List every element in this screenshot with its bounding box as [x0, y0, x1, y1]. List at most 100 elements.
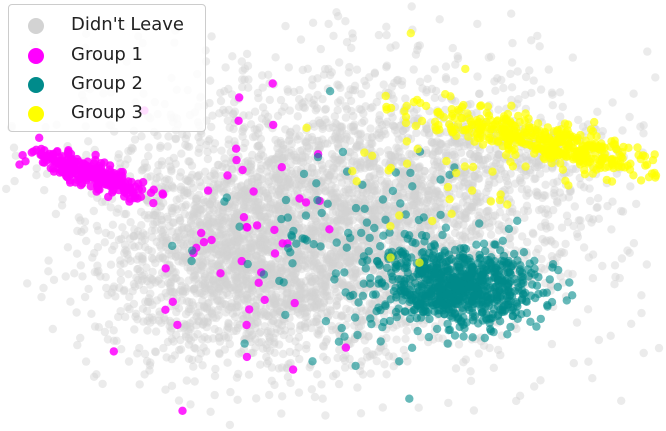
scatter-point — [344, 194, 353, 203]
scatter-point — [301, 294, 310, 303]
scatter-point — [308, 75, 317, 84]
scatter-point — [508, 38, 517, 48]
scatter-point — [466, 376, 476, 386]
scatter-point — [255, 211, 264, 221]
scatter-point — [257, 114, 267, 123]
scatter-point — [144, 211, 153, 220]
scatter-point — [168, 297, 177, 306]
scatter-point — [225, 247, 234, 256]
scatter-point — [225, 220, 234, 229]
scatter-point — [253, 210, 262, 220]
scatter-point — [142, 356, 152, 366]
scatter-point — [257, 175, 266, 184]
scatter-point — [253, 318, 262, 327]
scatter-point — [190, 201, 199, 210]
scatter-point — [191, 344, 200, 353]
scatter-point — [118, 223, 127, 232]
scatter-point — [102, 180, 111, 189]
scatter-point — [252, 221, 262, 230]
scatter-point — [225, 420, 235, 430]
scatter-point — [312, 312, 322, 321]
scatter-point — [197, 266, 206, 275]
scatter-point — [218, 162, 227, 171]
scatter-point — [162, 236, 171, 246]
scatter-point — [267, 280, 276, 290]
scatter-point — [163, 142, 172, 151]
scatter-point — [307, 385, 316, 394]
scatter-point — [347, 158, 356, 167]
scatter-point — [246, 246, 256, 255]
scatter-point — [522, 191, 531, 200]
scatter-point — [450, 150, 459, 159]
scatter-point — [133, 265, 142, 274]
scatter-point — [179, 223, 189, 232]
scatter-point — [352, 65, 362, 74]
scatter-point — [124, 254, 133, 263]
scatter-point — [146, 274, 155, 283]
scatter-point — [243, 295, 252, 304]
scatter-point — [372, 186, 382, 195]
scatter-point — [238, 271, 247, 280]
scatter-point — [215, 285, 224, 294]
scatter-point — [224, 140, 233, 149]
scatter-point — [231, 245, 240, 254]
scatter-point — [184, 354, 194, 363]
scatter-point — [182, 376, 191, 385]
scatter-point — [230, 213, 239, 222]
scatter-point — [583, 305, 593, 314]
scatter-point — [208, 276, 218, 285]
scatter-point — [409, 65, 418, 74]
scatter-point — [253, 240, 262, 250]
scatter-point — [224, 204, 233, 213]
scatter-point — [205, 199, 214, 208]
scatter-point — [184, 340, 194, 349]
scatter-point — [198, 296, 207, 305]
scatter-point — [496, 164, 505, 173]
scatter-point — [231, 144, 241, 153]
scatter-point — [541, 180, 550, 189]
scatter-point — [233, 323, 242, 333]
scatter-point — [58, 157, 67, 167]
scatter-point — [235, 232, 244, 241]
scatter-point — [299, 158, 308, 167]
scatter-point — [237, 270, 246, 279]
scatter-point — [286, 177, 295, 187]
scatter-point — [202, 244, 211, 253]
scatter-point — [302, 312, 311, 321]
scatter-point — [321, 264, 330, 273]
scatter-point — [516, 174, 525, 183]
scatter-point — [328, 259, 338, 269]
scatter-point — [228, 220, 237, 229]
scatter-point — [224, 105, 233, 115]
scatter-point — [178, 258, 187, 267]
scatter-point — [384, 352, 394, 361]
scatter-point — [280, 172, 290, 181]
scatter-point — [277, 409, 286, 418]
scatter-point — [523, 237, 532, 247]
scatter-point — [322, 270, 331, 280]
scatter-point — [234, 288, 244, 297]
scatter-point — [466, 367, 475, 376]
scatter-point — [223, 325, 232, 334]
scatter-point — [617, 254, 627, 263]
scatter-point — [536, 85, 546, 94]
scatter-point — [247, 197, 256, 207]
scatter-point — [233, 209, 242, 218]
scatter-point — [114, 235, 124, 245]
scatter-point — [252, 295, 261, 305]
scatter-point — [262, 189, 271, 198]
scatter-point — [139, 317, 148, 326]
scatter-point — [253, 289, 263, 299]
scatter-point — [315, 261, 324, 271]
scatter-point — [90, 248, 99, 258]
scatter-point — [288, 365, 298, 374]
scatter-point — [151, 278, 160, 287]
scatter-point — [96, 272, 105, 281]
scatter-point — [340, 201, 349, 210]
scatter-point — [296, 321, 305, 330]
scatter-point — [200, 283, 209, 292]
scatter-point — [176, 168, 186, 177]
scatter-point — [341, 350, 350, 360]
scatter-point — [210, 280, 219, 290]
